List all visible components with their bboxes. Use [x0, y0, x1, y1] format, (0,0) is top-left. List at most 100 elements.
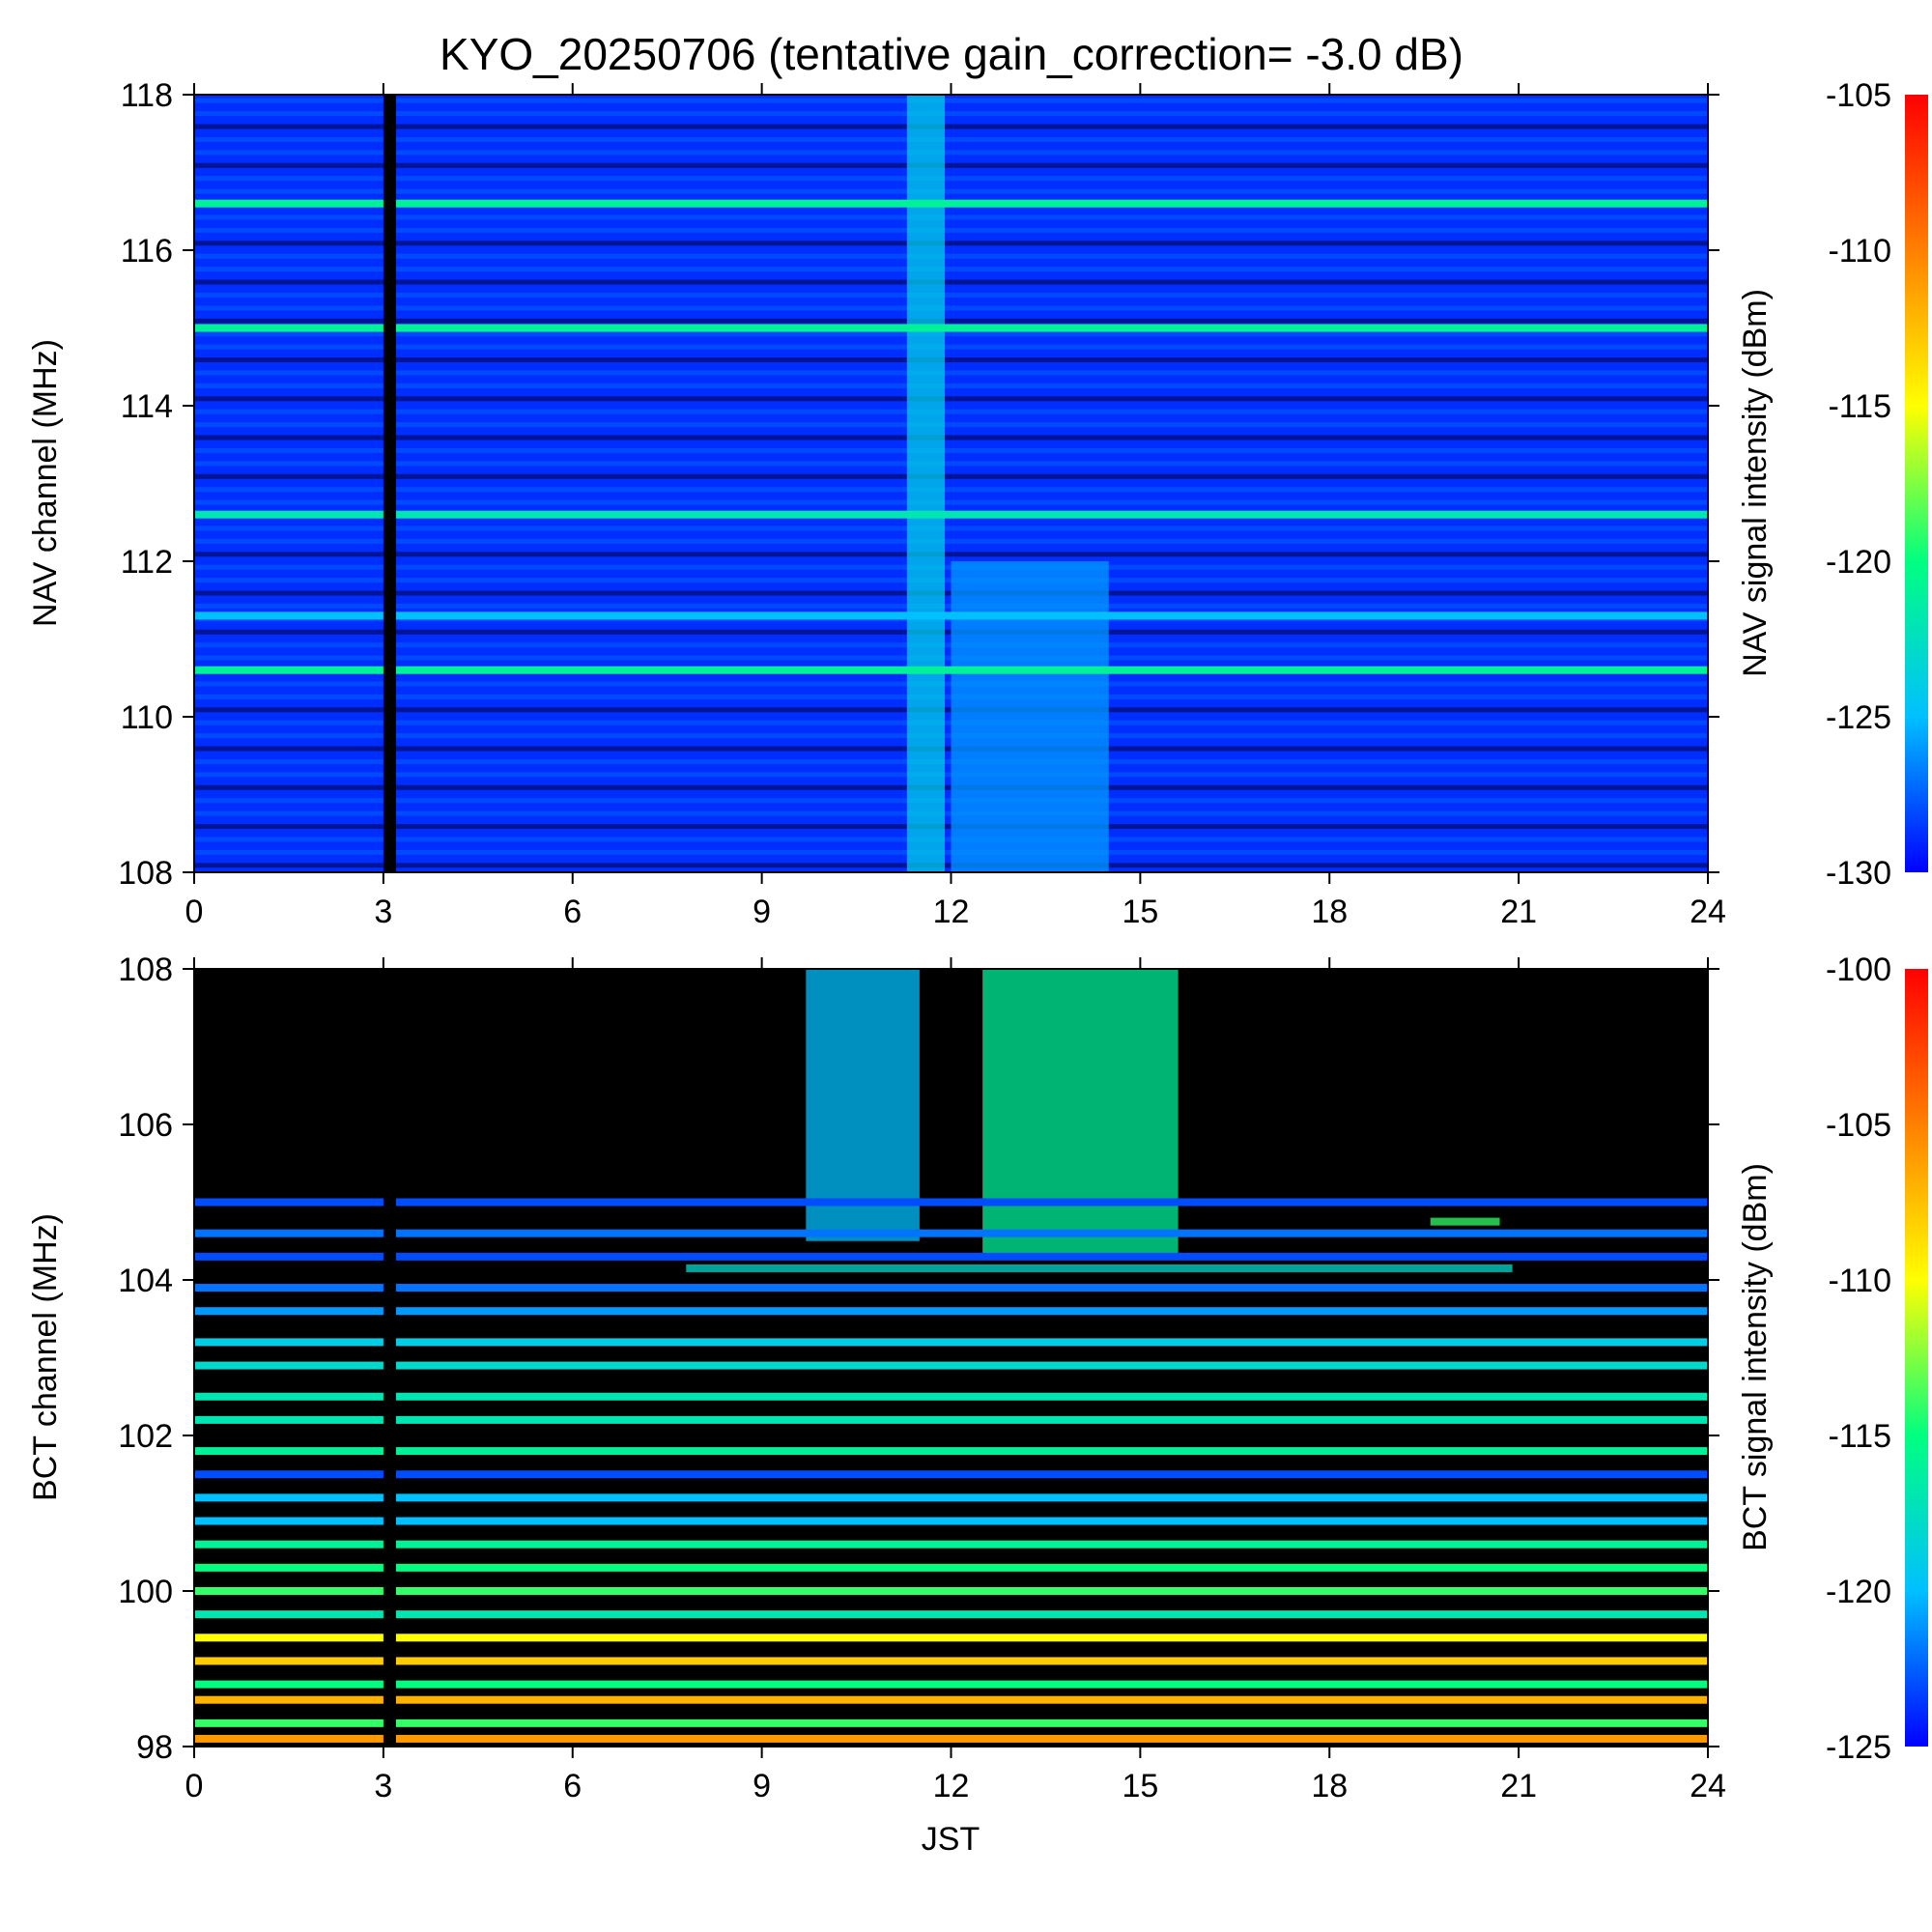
- nav-colorbar: [1905, 95, 1928, 872]
- nav-panel: 0 3 6 9 12 15 18 21 24 108 110 112 114 116 118 NAV ch…: [27, 77, 1928, 930]
- nav-heatmap-row: [194, 98, 1708, 103]
- nav-colorbar-label: NAV signal intensity (dBm): [1737, 289, 1774, 677]
- bct-activity-window: [686, 1264, 1513, 1272]
- bct-x-tick-label: 6: [563, 1768, 582, 1804]
- nav-x-tick-label: 18: [1311, 894, 1348, 930]
- nav-heatmap-row: [194, 292, 1708, 298]
- nav-y-tick-label: 110: [121, 699, 173, 736]
- bct-y-ticks: 98 100 102 104 106 108: [118, 952, 1719, 1766]
- bct-channel-line: [194, 1392, 1708, 1401]
- bct-x-ticks: 0 3 6 9 12 15 18 21 24: [185, 957, 1726, 1804]
- nav-heatmap-row: [194, 136, 1708, 142]
- nav-heatmap-row: [194, 267, 1708, 272]
- nav-heatmap-row: [194, 150, 1708, 156]
- bct-x-tick-label: 0: [185, 1768, 204, 1804]
- nav-x-tick-label: 21: [1500, 894, 1537, 930]
- nav-x-tick-label: 15: [1122, 894, 1158, 930]
- nav-colorbar-ticks: -130 -125 -120 -115 -110 -105: [1826, 77, 1891, 892]
- bct-x-tick-label: 3: [374, 1768, 392, 1804]
- bct-colorbar-tick-label: -120: [1826, 1574, 1891, 1610]
- nav-colorbar-tick-label: -125: [1826, 699, 1891, 736]
- nav-x-ticks: 0 3 6 9 12 15 18 21 24: [185, 83, 1726, 930]
- nav-heatmap-row: [194, 279, 1708, 285]
- nav-x-tick-label: 12: [933, 894, 970, 930]
- bct-channel-line: [194, 1657, 1708, 1665]
- bct-channel-line: [194, 1563, 1708, 1572]
- bct-channel-line: [194, 1634, 1708, 1642]
- bct-y-tick-label: 98: [136, 1729, 173, 1766]
- nav-channel-line: [194, 510, 1708, 519]
- nav-heatmap-row: [194, 111, 1708, 117]
- nav-x-tick-label: 3: [374, 894, 392, 930]
- nav-heatmap-row: [194, 331, 1708, 337]
- nav-y-tick-label: 112: [121, 544, 173, 581]
- nav-heatmap-row: [194, 396, 1708, 402]
- nav-heatmap-row: [194, 214, 1708, 220]
- nav-heatmap-row: [194, 124, 1708, 129]
- bct-channel-line: [194, 1361, 1708, 1370]
- bct-channel-line: [194, 1680, 1708, 1689]
- bct-activity-window: [982, 969, 1179, 1257]
- bct-activity-window: [806, 969, 920, 1241]
- nav-data-gap: [383, 95, 396, 872]
- bct-x-tick-label: 9: [753, 1768, 771, 1804]
- nav-heatmap-row: [194, 357, 1708, 363]
- nav-heatmap-row: [194, 422, 1708, 428]
- nav-colorbar-tick-label: -110: [1828, 233, 1891, 270]
- nav-y-tick-label: 114: [121, 388, 173, 425]
- nav-y-ticks: 108 110 112 114 116 118: [118, 77, 1719, 892]
- nav-colorbar-tick-label: -115: [1828, 388, 1891, 425]
- nav-channel-line: [194, 199, 1708, 208]
- nav-heatmap-row: [194, 227, 1708, 233]
- nav-colorbar-tick-label: -105: [1826, 77, 1891, 114]
- nav-activity-window: [951, 561, 1109, 872]
- nav-heatmap-row: [194, 370, 1708, 376]
- nav-heatmap-row: [194, 526, 1708, 531]
- nav-heatmap-row: [194, 461, 1708, 467]
- nav-heatmap-row: [194, 552, 1708, 557]
- nav-x-tick-label: 0: [185, 894, 204, 930]
- nav-heatmap-row: [194, 344, 1708, 350]
- bct-y-tick-label: 104: [118, 1263, 173, 1299]
- nav-heatmap-row: [194, 162, 1708, 168]
- bct-colorbar-tick-label: -105: [1826, 1107, 1891, 1144]
- nav-heatmap-row: [194, 447, 1708, 453]
- bct-channel-line: [194, 1610, 1708, 1619]
- bct-channel-line: [194, 1517, 1708, 1525]
- bct-channel-line: [194, 1493, 1708, 1502]
- bct-colorbar-tick-label: -115: [1828, 1418, 1891, 1455]
- nav-channel-line: [194, 666, 1708, 674]
- bct-channel-line: [194, 1415, 1708, 1424]
- nav-channel-line: [194, 611, 1708, 620]
- nav-x-tick-label: 9: [753, 894, 771, 930]
- bct-channel-line: [194, 1470, 1708, 1479]
- nav-heatmap-row: [194, 487, 1708, 493]
- bct-channel-line: [194, 1284, 1708, 1293]
- bct-colorbar: [1905, 969, 1928, 1747]
- bct-channel-line: [194, 1338, 1708, 1347]
- bct-x-axis-label: JST: [922, 1821, 980, 1858]
- bct-colorbar-tick-label: -125: [1826, 1729, 1891, 1766]
- bct-activity-window: [1430, 1217, 1500, 1226]
- nav-heatmap-row: [194, 538, 1708, 544]
- bct-y-tick-label: 100: [118, 1574, 173, 1610]
- bct-y-tick-label: 106: [118, 1107, 173, 1144]
- bct-channel-line: [194, 1252, 1708, 1261]
- bct-heatmap-background: [194, 969, 1708, 1747]
- nav-heatmap-row: [194, 241, 1708, 246]
- bct-data-gap: [383, 969, 396, 1747]
- nav-x-tick-label: 6: [563, 894, 582, 930]
- chart-title: KYO_20250706 (tentative gain_correction=…: [440, 29, 1463, 79]
- bct-colorbar-label: BCT signal intensity (dBm): [1737, 1163, 1774, 1551]
- nav-heatmap-row: [194, 176, 1708, 182]
- bct-channel-line: [194, 1587, 1708, 1595]
- bct-y-axis-label: BCT channel (MHz): [27, 1213, 64, 1501]
- bct-x-tick-label: 12: [933, 1768, 970, 1804]
- nav-heatmap-row: [194, 305, 1708, 311]
- bct-x-tick-label: 21: [1500, 1768, 1537, 1804]
- nav-heatmap-row: [194, 383, 1708, 388]
- nav-y-tick-label: 108: [118, 855, 173, 892]
- nav-channel-line: [194, 324, 1708, 332]
- bct-colorbar-ticks: -125 -120 -115 -110 -105 -100: [1826, 952, 1891, 1766]
- nav-colorbar-tick-label: -130: [1826, 855, 1891, 892]
